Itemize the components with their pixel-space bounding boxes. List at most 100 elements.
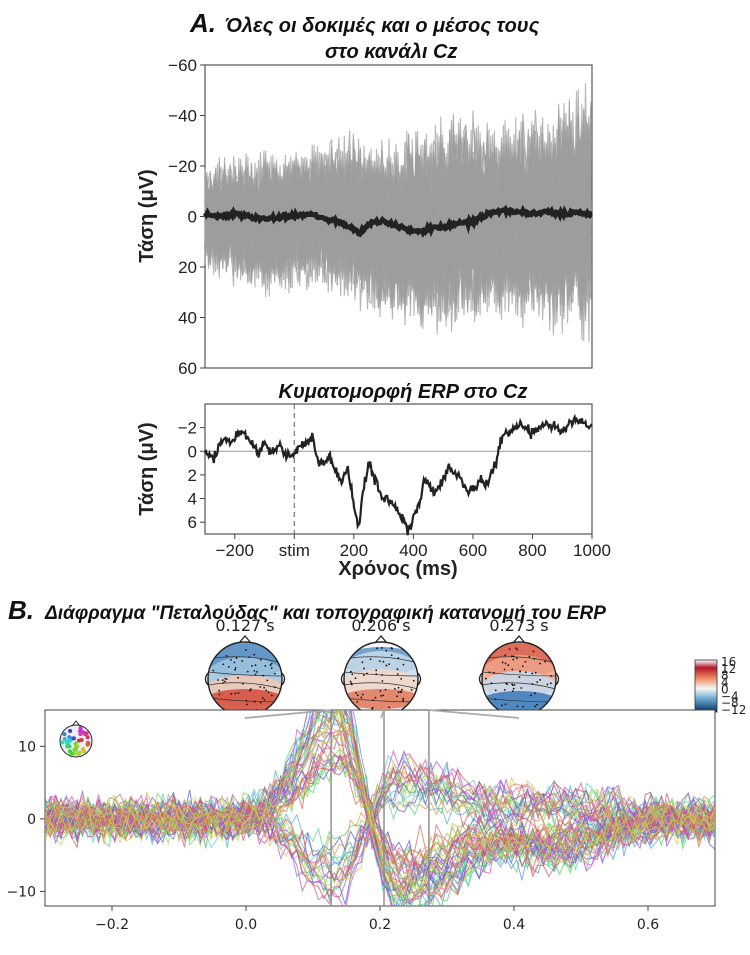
sensor-dot <box>533 657 536 660</box>
sensor-dot <box>254 700 256 703</box>
sensor-dot <box>266 679 269 682</box>
sensor-dot <box>259 701 262 704</box>
sensor-dot <box>222 682 224 684</box>
channel-trace <box>45 753 715 895</box>
sensor-dot <box>539 662 541 665</box>
sensor-dot <box>388 663 391 666</box>
sensor-dot <box>372 699 375 702</box>
colorbar-tick-label: 8 <box>721 669 729 683</box>
sensor-dot <box>549 682 552 685</box>
sensor-dot <box>356 694 359 697</box>
x-tick-label: 400 <box>399 541 427 560</box>
sensor-dot <box>397 657 400 660</box>
sensor-dot <box>525 671 527 674</box>
sensor-dot <box>351 673 354 676</box>
topomap-connector <box>428 709 520 719</box>
sensor-dot <box>235 657 238 659</box>
sensor-dot <box>382 694 385 697</box>
sensor-dot <box>234 666 237 669</box>
x-tick-label: 0.0 <box>235 917 257 933</box>
sensor-dot <box>267 691 270 694</box>
trial-traces <box>204 83 592 343</box>
sensor-dot <box>242 682 244 685</box>
sensor-dot <box>270 662 273 665</box>
sensor-dot <box>212 669 215 672</box>
sensor-dot <box>400 691 403 694</box>
y-tick-label: 40 <box>178 309 197 328</box>
sensor-dot <box>224 680 226 683</box>
contour-line <box>482 682 556 690</box>
colorbar <box>694 659 718 713</box>
sensor-legend-dot <box>83 732 88 737</box>
sensor-dot <box>241 660 244 662</box>
panel-a-title-line1: Όλες οι δοκιμές και ο μέσος τους <box>225 15 540 37</box>
y-tick-label: −10 <box>6 884 36 900</box>
sensor-dot <box>388 706 391 709</box>
sensor-dot <box>356 700 359 703</box>
sensor-dot <box>230 658 232 661</box>
sensor-dot <box>510 655 513 658</box>
sensor-dot <box>536 681 539 683</box>
sensor-dot <box>396 673 399 676</box>
ear-right <box>417 672 422 686</box>
sensor-dot <box>503 668 506 671</box>
sensor-dot <box>253 669 256 672</box>
sensor-dot <box>248 656 251 659</box>
panel-a2-xlabel: Χρόνος (ms) <box>338 558 457 580</box>
colorbar-tick-label: 4 <box>721 676 729 690</box>
sensor-dot <box>264 664 267 667</box>
sensor-dot <box>227 665 230 668</box>
sensor-dot <box>394 687 396 690</box>
sensor-dot <box>250 664 253 667</box>
sensor-dot <box>503 688 506 691</box>
erp-trace <box>203 413 593 536</box>
x-tick-label: 800 <box>518 541 546 560</box>
sensor-legend-dot <box>62 736 67 741</box>
panel-a2-title: Κυματομορφή ERP στο Cz <box>279 381 528 403</box>
sensor-dot <box>494 689 497 692</box>
panel-a-title-line2: στο κανάλι Cz <box>325 41 457 63</box>
sensor-legend-dot <box>67 744 72 749</box>
sensor-dot <box>501 661 504 664</box>
ear-left <box>478 672 483 686</box>
topomap-time-label: 0.206 s <box>351 616 410 635</box>
panel-a2-ylabel: Τάση (μV) <box>136 422 158 515</box>
sensor-legend-head <box>59 720 93 758</box>
channel-trace <box>45 790 715 866</box>
sensor-head-nose <box>71 720 81 727</box>
sensor-dot <box>396 668 399 671</box>
sensor-legend-dot <box>69 752 74 757</box>
sensor-dot <box>508 648 511 651</box>
colorbar-tick-label: 0 <box>721 682 729 696</box>
sensor-dot <box>249 688 252 691</box>
sensor-dot <box>237 692 240 694</box>
sensor-dot <box>224 677 227 680</box>
sensor-dot <box>217 679 219 681</box>
sensor-dot <box>534 671 537 674</box>
sensor-dot <box>402 697 405 700</box>
sensor-dot <box>512 655 515 658</box>
y-tick-label: −20 <box>168 157 197 176</box>
y-tick-label: 60 <box>178 359 197 378</box>
sensor-dot <box>381 680 384 682</box>
sensor-dot <box>412 679 415 682</box>
sensor-dot <box>273 672 276 675</box>
sensor-dot <box>380 646 383 649</box>
sensor-dot <box>261 696 264 699</box>
sensor-dot <box>218 693 221 696</box>
sensor-dot <box>546 683 549 686</box>
ear-right <box>281 672 286 686</box>
sensor-dot <box>354 677 357 680</box>
sensor-dot <box>521 665 524 668</box>
y-tick-label: 0 <box>27 812 36 828</box>
nose <box>512 635 526 644</box>
sensor-legend-dot <box>74 746 79 751</box>
sensor-dot <box>519 670 521 673</box>
colorbar-tick-label: −4 <box>721 689 739 703</box>
sensor-dot <box>253 653 256 656</box>
sensor-dot <box>516 705 519 708</box>
x-tick-label: 600 <box>459 541 487 560</box>
y-tick-label: 0 <box>188 442 197 461</box>
panel-a2-ticks: −2 0 2 4 6 −200 stim 200 400 600 800 1000 <box>178 419 611 560</box>
y-tick-label: −40 <box>168 107 197 126</box>
